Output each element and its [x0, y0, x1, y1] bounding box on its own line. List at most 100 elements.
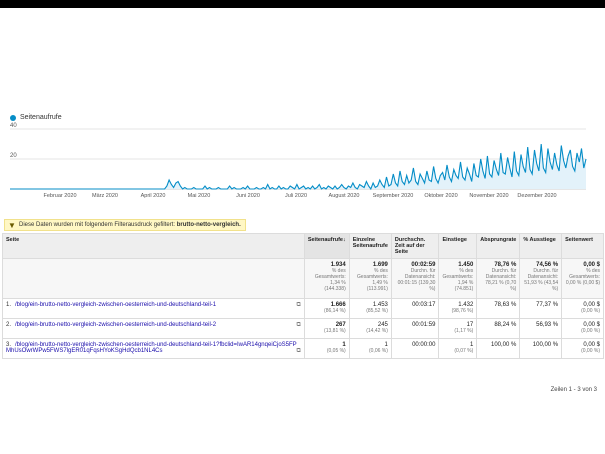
unique-pct: (85,52 %): [366, 308, 388, 314]
open-page-icon[interactable]: ⧉: [296, 322, 301, 328]
total-sub: Durchn. für Datenansicht: 00:01:15 (139,…: [397, 268, 436, 292]
views-cell: 267 (13,81 %): [303, 318, 350, 339]
x-tick-label: Juli 2020: [285, 193, 307, 199]
x-tick-label: November 2020: [469, 193, 508, 199]
col-header-pageviews[interactable]: Seitenaufrufe↓: [303, 233, 350, 259]
x-tick-label: Oktober 2020: [424, 193, 457, 199]
entr-pct: (0,07 %): [454, 348, 474, 354]
sort-desc-icon: ↓: [342, 237, 346, 243]
row-number: 2.: [6, 322, 12, 328]
total-sub: % des Gesamtwerts: 1,34 % (144.338): [314, 268, 346, 292]
x-tick-label: Dezember 2020: [517, 193, 556, 199]
entr-pct: (98,76 %): [451, 308, 474, 314]
col-header-pageviews-label: Seitenaufrufe: [307, 237, 343, 243]
total-sub: Durchn. für Datenansicht: 78,21 % (0,70 …: [485, 268, 517, 292]
total-cell: 0,00 $% des Gesamtwerts: 0,00 % (0,00 $): [561, 258, 604, 299]
col-header-bounce[interactable]: Absprungrate: [476, 233, 521, 259]
filter-text: Diese Daten wurden mit folgendem Filtera…: [19, 222, 176, 228]
entr-value: 1.432: [458, 302, 474, 308]
time-cell: 00:01:59: [390, 318, 440, 339]
total-value: 74,56 %: [536, 262, 559, 268]
exit-cell: 77,37 %: [519, 298, 563, 319]
open-page-icon[interactable]: ⧉: [296, 302, 301, 308]
views-cell: 1.666 (86,14 %): [303, 298, 350, 319]
total-value: 00:02:59: [411, 262, 436, 268]
totals-label-cell: [2, 258, 305, 299]
value-value: 0,00 $: [583, 322, 600, 328]
views-value: 1: [342, 342, 346, 348]
value-pct: (0,00 %): [581, 348, 600, 354]
total-value: 1.450: [458, 262, 474, 268]
col-header-unique[interactable]: Einzelne Seitenaufrufe: [348, 233, 392, 259]
page-cell: 1./blog/ein-brutto-netto-vergleich-zwisc…: [2, 298, 305, 319]
filter-notice: ▼ Diese Daten wurden mit folgendem Filte…: [4, 219, 246, 231]
value-pct: (0,00 %): [581, 328, 600, 334]
views-value: 1.666: [330, 302, 346, 308]
x-tick-label: Februar 2020: [43, 193, 76, 199]
x-tick-label: März 2020: [92, 193, 118, 199]
col-header-exit[interactable]: % Ausstiege: [519, 233, 563, 259]
filter-expression: brutto-netto-vergleich.: [176, 222, 241, 228]
total-cell: 1.934% des Gesamtwerts: 1,34 % (144.338): [303, 258, 350, 299]
value-pct: (0,00 %): [581, 308, 600, 314]
row-number: 1.: [6, 302, 12, 308]
col-header-value[interactable]: Seitenwert: [561, 233, 604, 259]
total-cell: 1.450% des Gesamtwerts: 1,94 % (74.851): [438, 258, 478, 299]
bounce-cell: 78,63 %: [476, 298, 521, 319]
col-header-avgtime[interactable]: Durchschn. Zeit auf der Seite: [390, 233, 440, 259]
time-cell: 00:03:17: [390, 298, 440, 319]
col-header-entrances[interactable]: Einstiege: [438, 233, 478, 259]
unique-pct: (0,06 %): [368, 348, 388, 354]
bounce-cell: 88,24 %: [476, 318, 521, 339]
views-pct: (0,05 %): [326, 348, 346, 354]
total-value: 1.934: [330, 262, 346, 268]
total-sub: % des Gesamtwerts: 1,94 % (74.851): [442, 268, 474, 292]
entr-value: 1: [469, 342, 474, 348]
total-cell: 1.699% des Gesamtwerts: 1,49 % (113.991): [348, 258, 392, 299]
table-row: 2./blog/ein-brutto-netto-vergleich-zwisc…: [2, 318, 604, 339]
value-value: 0,00 $: [583, 342, 600, 348]
value-value: 0,00 $: [583, 302, 600, 308]
series-line: [10, 143, 587, 191]
series-area: [10, 144, 586, 189]
report-table: Seite Seitenaufrufe↓ Einzelne Seitenaufr…: [2, 233, 604, 359]
table-header-row: Seite Seitenaufrufe↓ Einzelne Seitenaufr…: [2, 233, 604, 259]
page-link[interactable]: /blog/ein-brutto-netto-vergleich-zwische…: [15, 322, 217, 328]
unique-pct: (14,42 %): [366, 328, 388, 334]
views-pct: (13,81 %): [324, 328, 346, 334]
entr-cell: 1 (0,07 %): [438, 338, 478, 359]
page-link[interactable]: /blog/ein-brutto-netto-vergleich-zwische…: [15, 302, 217, 308]
x-tick-label: Juni 2020: [236, 193, 260, 199]
legend-dot-icon: [10, 114, 16, 121]
entr-pct: (1,17 %): [454, 328, 474, 334]
open-page-icon[interactable]: ⧉: [296, 348, 301, 354]
legend-label: Seitenaufrufe: [20, 114, 62, 121]
page-cell: 2./blog/ein-brutto-netto-vergleich-zwisc…: [2, 318, 305, 339]
x-tick-label: August 2020: [329, 193, 360, 199]
total-value: 78,76 %: [494, 262, 517, 268]
views-pct: (86,14 %): [324, 308, 346, 314]
exit-cell: 100,00 %: [519, 338, 563, 359]
total-sub: % des Gesamtwerts: 0,00 % (0,00 $): [565, 268, 600, 286]
total-cell: 74,56 % Durchn. für Datenansicht: 51,93 %…: [519, 258, 563, 299]
pagination-info: Zeilen 1 - 3 von 3: [550, 387, 597, 393]
page-cell: 3./blog/ein-brutto-netto-vergleich-zwisc…: [2, 338, 305, 359]
page-link[interactable]: /blog/ein-brutto-netto-vergleich-zwische…: [6, 342, 297, 354]
entr-value: 17: [466, 322, 474, 328]
col-header-page[interactable]: Seite: [2, 233, 305, 259]
value-cell: 0,00 $ (0,00 %): [561, 298, 604, 319]
chart-area: 40 20 Februar 2020 März 2020 April 2020 Mai 2…: [0, 108, 605, 203]
total-sub: % des Gesamtwerts: 1,49 % (113.991): [357, 268, 388, 292]
total-cell: 00:02:59 Durchn. für Datenansicht: 00:01:…: [390, 258, 440, 299]
views-value: 267: [335, 322, 346, 328]
unique-value: 1: [384, 342, 388, 348]
unique-value: 1.453: [372, 302, 388, 308]
total-sub: Durchn. für Datenansicht: 51,93 % (43,54…: [524, 268, 559, 292]
unique-cell: 1 (0,06 %): [348, 338, 392, 359]
unique-value: 245: [377, 322, 388, 328]
filter-icon: ▼: [8, 221, 16, 230]
x-tick-label: September 2020: [373, 193, 414, 199]
table-row: 1./blog/ein-brutto-netto-vergleich-zwisc…: [2, 298, 604, 319]
exit-cell: 56,93 %: [519, 318, 563, 339]
unique-cell: 1.453 (85,52 %): [348, 298, 392, 319]
